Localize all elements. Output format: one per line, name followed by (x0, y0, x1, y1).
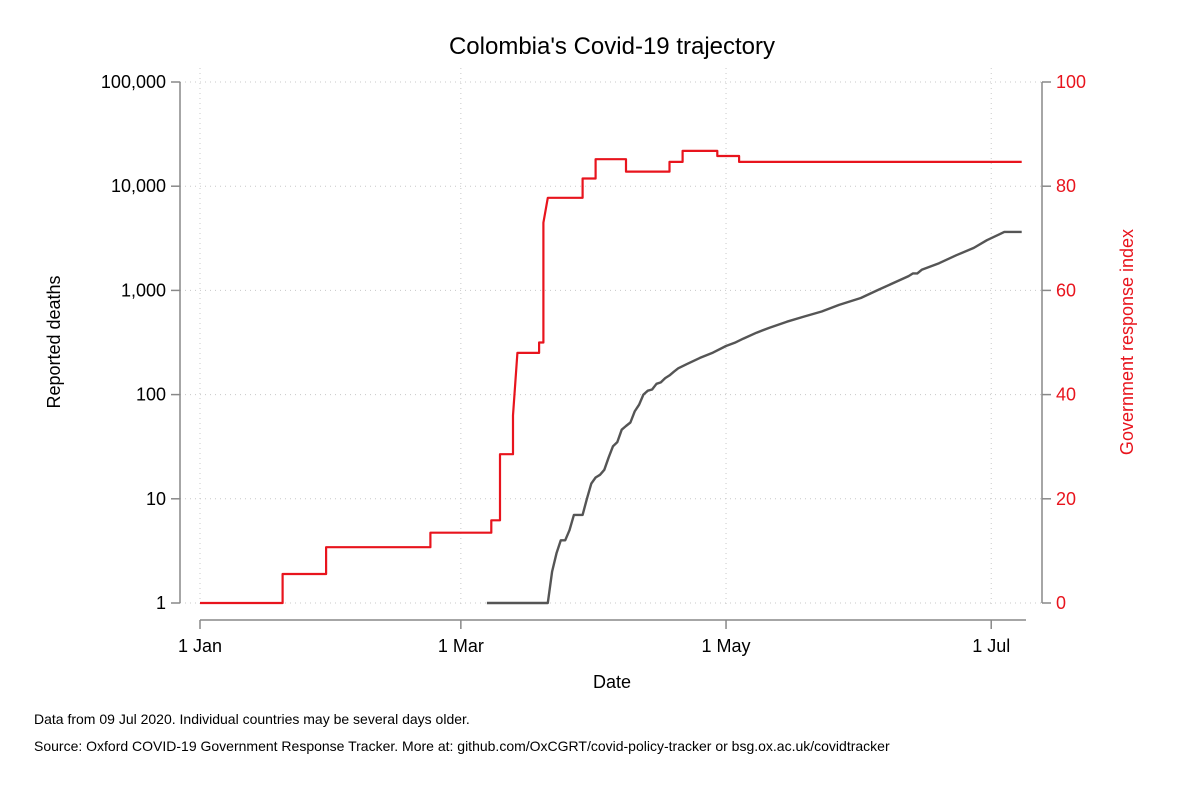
right-tick-label-40: 40 (1056, 385, 1076, 405)
x-tick-label-1-mar: 1 Mar (438, 636, 484, 656)
x-axis-title: Date (593, 672, 631, 692)
right-axis-title: Government response index (1117, 229, 1137, 455)
x-tick-label-1-may: 1 May (702, 636, 751, 656)
series-line-deaths (486, 230, 1022, 605)
x-tick-label-1-jan: 1 Jan (178, 636, 222, 656)
data-note: Data from 09 Jul 2020. Individual countr… (34, 711, 470, 727)
right-tick-label-20: 20 (1056, 489, 1076, 509)
left-tick-label-10: 10 (146, 489, 166, 509)
x-tick-label-1-jul: 1 Jul (972, 636, 1010, 656)
series-layer (200, 149, 1022, 605)
chart-title: Colombia's Covid-19 trajectory (449, 33, 775, 60)
left-tick-label-10-000: 10,000 (111, 176, 166, 196)
series-line-response-index (200, 149, 1022, 605)
labels: 1 10 100 1,000 10,000 100,000 0 20 40 60 80 100 1 Ja… (44, 33, 1137, 692)
left-axis-title: Reported deaths (44, 275, 64, 408)
right-tick-label-80: 80 (1056, 176, 1076, 196)
left-tick-label-100: 100 (136, 385, 166, 405)
right-tick-label-60: 60 (1056, 280, 1076, 300)
source-note: Source: Oxford COVID-19 Government Respo… (34, 738, 890, 754)
grid (180, 68, 1042, 607)
axes (171, 81, 1051, 629)
left-tick-label-100-000: 100,000 (101, 72, 166, 92)
right-tick-label-0: 0 (1056, 593, 1066, 613)
right-tick-label-100: 100 (1056, 72, 1086, 92)
chart: 1 10 100 1,000 10,000 100,000 0 20 40 60 80 100 1 Ja… (44, 33, 1137, 692)
left-tick-label-1: 1 (156, 593, 166, 613)
left-tick-label-1-000: 1,000 (121, 280, 166, 300)
